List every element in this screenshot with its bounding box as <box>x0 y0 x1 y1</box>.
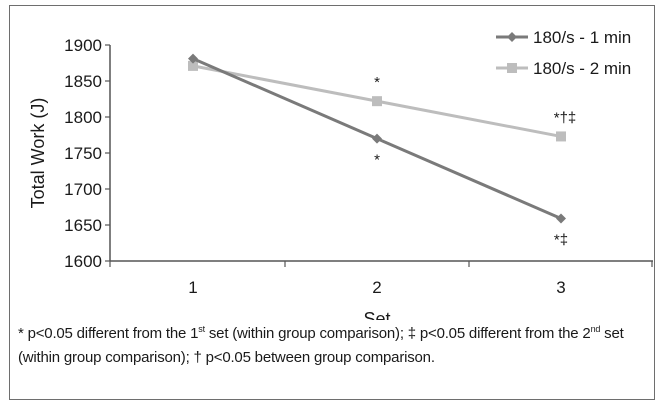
footnote-part-3: set (within group comparison); † p<0.05 … <box>18 325 624 366</box>
legend-label: 180/s - 1 min <box>533 28 631 47</box>
data-point <box>372 96 382 107</box>
y-tick-label: 1650 <box>64 216 102 235</box>
x-tick-label: 1 <box>188 278 197 297</box>
data-point <box>372 133 382 144</box>
figure-frame <box>9 5 655 400</box>
x-tick-label: 3 <box>556 278 565 297</box>
line-chart: 1600 1650 1700 1750 1800 1850 1900 1 2 3 Set Total … <box>28 28 653 320</box>
y-tick-label: 1750 <box>64 144 102 163</box>
footnote-superscript-2: nd <box>590 324 601 334</box>
data-point <box>556 131 566 142</box>
y-tick-label: 1600 <box>64 252 102 271</box>
significance-annotation: * <box>374 74 380 91</box>
footnote-superscript-1: st <box>198 324 205 334</box>
footnote-part-1: * p<0.05 different from the 1 <box>18 325 199 342</box>
significance-annotation: * <box>374 152 380 169</box>
y-tick-label: 1700 <box>64 180 102 199</box>
legend-marker <box>507 32 517 42</box>
data-point <box>188 60 198 71</box>
significance-annotation: *†‡ <box>554 109 577 126</box>
significance-annotation: *‡ <box>554 232 568 249</box>
footnote-part-2: set (within group comparison); ‡ p<0.05 … <box>204 325 591 342</box>
figure-footnote: * p<0.05 different from the 1st set (wit… <box>18 322 638 370</box>
y-tick-label: 1800 <box>64 108 102 127</box>
data-point <box>556 213 566 224</box>
legend-marker <box>507 63 517 73</box>
y-tick-label: 1900 <box>64 36 102 55</box>
legend-label: 180/s - 2 min <box>533 59 631 78</box>
data-point <box>188 53 198 64</box>
y-axis-title: Total Work (J) <box>28 98 48 209</box>
y-tick-label: 1850 <box>64 72 102 91</box>
x-tick-label: 2 <box>372 278 381 297</box>
x-axis-title: Set <box>363 309 390 320</box>
